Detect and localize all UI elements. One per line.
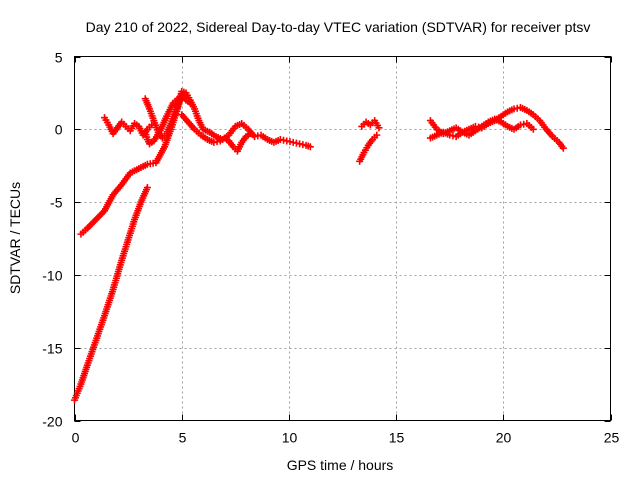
data-point [246,130,254,138]
series-arc-late-2 [426,115,537,142]
axis-ticks: 0 5 10 15 20 25 -20 -15 -10 -5 0 5 [42,50,619,446]
y-axis-label: SDTVAR / TECUs [7,182,23,294]
x-tick-label: 10 [282,430,298,446]
data-point [143,184,151,192]
x-tick-label: 15 [389,430,405,446]
data-point [559,144,567,152]
chart-title: Day 210 of 2022, Sidereal Day-to-day VTE… [86,19,591,35]
y-tick-label: -15 [42,341,62,357]
data-point [141,128,149,136]
y-tick-label: 0 [55,122,63,138]
x-axis-label: GPS time / hours [287,457,394,473]
x-tick-label: 20 [496,430,512,446]
y-tick-label: -5 [50,195,63,211]
series-arc-rising-steep [71,184,151,404]
series-arc-main-2 [178,111,254,155]
plot-frame [74,56,611,421]
data-point [375,124,383,132]
x-tick-label: 0 [72,430,80,446]
x-tick-label: 25 [604,430,620,446]
y-tick-label: -20 [42,414,62,430]
y-tick-label: 5 [55,50,63,66]
data-point [306,143,314,151]
data-points [71,87,567,404]
x-tick-label: 5 [179,430,187,446]
data-point [373,131,381,139]
series-arc-mid-descending [356,131,381,165]
data-point [529,125,537,133]
series-arc-mid-short [358,117,383,132]
y-tick-label: -10 [42,268,62,284]
